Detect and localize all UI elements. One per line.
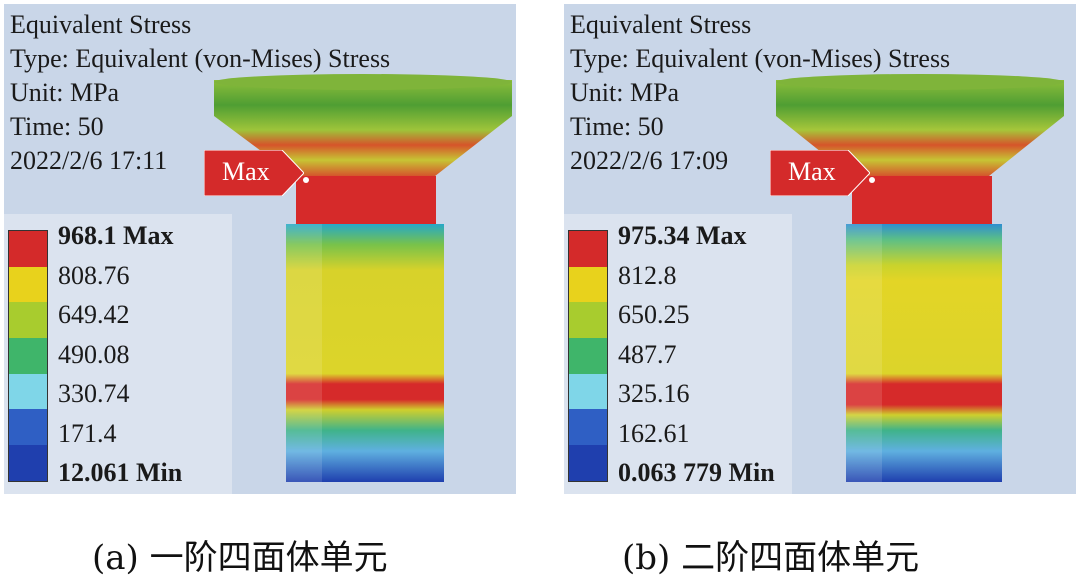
panel-header: Equivalent Stress Type: Equivalent (von-… xyxy=(570,8,950,178)
result-unit: Unit: MPa xyxy=(10,78,120,107)
result-time: Time: 50 xyxy=(10,112,104,141)
legend-value: 330.74 xyxy=(58,379,130,408)
legend-value: 649.42 xyxy=(58,300,130,329)
legend-value: 171.4 xyxy=(58,418,117,448)
result-title: Equivalent Stress xyxy=(570,10,752,39)
max-marker-label: Max xyxy=(222,157,270,186)
result-date: 2022/2/6 17:11 xyxy=(10,146,168,175)
legend-swatch xyxy=(9,373,47,410)
legend-value: 650.25 xyxy=(618,300,690,329)
legend-swatch xyxy=(9,409,47,446)
legend-swatch xyxy=(569,409,607,446)
legend-value: 487.7 xyxy=(618,339,677,369)
legend-swatch xyxy=(9,266,47,303)
legend-min: 12.061 Min xyxy=(58,458,183,487)
legend-value: 808.76 xyxy=(58,260,130,290)
stress-panel-a: Equivalent Stress Type: Equivalent (von-… xyxy=(4,4,516,494)
result-type: Type: Equivalent (von-Mises) Stress xyxy=(570,44,951,73)
caption-a: (a) 一阶四面体单元 xyxy=(92,538,388,578)
legend-swatch xyxy=(9,445,47,481)
caption-b: (b) 二阶四面体单元 xyxy=(622,538,920,578)
legend-swatch xyxy=(569,338,607,374)
max-marker-label: Max xyxy=(788,157,836,186)
legend-value: 490.08 xyxy=(58,339,130,369)
legend-swatch xyxy=(569,266,607,303)
legend-swatch xyxy=(569,231,607,267)
legend-swatch xyxy=(569,373,607,410)
result-type: Type: Equivalent (von-Mises) Stress xyxy=(10,44,391,73)
legend-swatch xyxy=(9,338,47,374)
legend-max: 968.1 Max xyxy=(58,221,174,250)
color-legend-bar xyxy=(8,230,48,482)
legend-values: 975.34 Max 812.8 650.25 487.7 325.16 162… xyxy=(618,216,775,493)
legend-min: 0.063 779 Min xyxy=(618,458,775,487)
legend-value: 325.16 xyxy=(618,379,690,408)
legend-value: 812.8 xyxy=(618,260,677,290)
max-marker-shape xyxy=(204,150,304,196)
legend-max: 975.34 Max xyxy=(618,221,747,250)
panel-header: Equivalent Stress Type: Equivalent (von-… xyxy=(10,8,390,178)
legend-swatch xyxy=(569,302,607,339)
result-title: Equivalent Stress xyxy=(10,10,192,39)
legend-swatch xyxy=(9,302,47,339)
stress-contour-model xyxy=(214,74,512,482)
result-time: Time: 50 xyxy=(570,112,664,141)
max-marker-shape xyxy=(770,150,870,196)
color-legend-bar xyxy=(568,230,608,482)
result-unit: Unit: MPa xyxy=(570,78,680,107)
result-date: 2022/2/6 17:09 xyxy=(570,146,729,175)
legend-value: 162.61 xyxy=(618,418,690,448)
legend-values: 968.1 Max 808.76 649.42 490.08 330.74 17… xyxy=(58,216,182,493)
legend-swatch xyxy=(9,231,47,267)
stress-panel-b: Equivalent Stress Type: Equivalent (von-… xyxy=(564,4,1076,494)
legend-swatch xyxy=(569,445,607,481)
